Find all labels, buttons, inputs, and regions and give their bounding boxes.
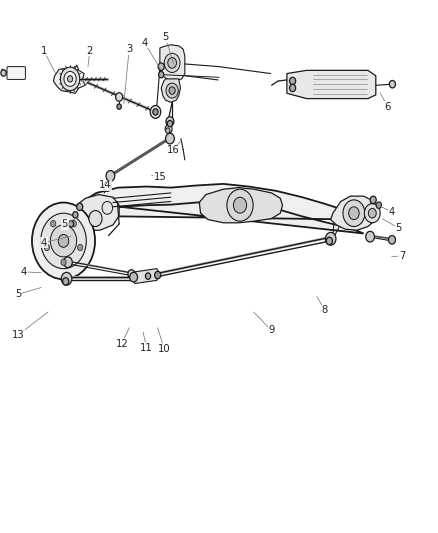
Polygon shape [81,184,364,233]
Circle shape [376,202,381,208]
Circle shape [145,273,151,279]
Text: 12: 12 [115,339,128,349]
Text: 5: 5 [396,223,402,233]
Circle shape [165,125,172,133]
Polygon shape [161,79,180,102]
Text: 14: 14 [99,181,111,190]
Circle shape [166,83,178,98]
Text: 11: 11 [140,343,153,352]
Circle shape [117,104,121,109]
Circle shape [71,221,77,227]
Circle shape [67,76,73,82]
Circle shape [167,120,173,127]
Circle shape [63,278,69,285]
Circle shape [164,53,180,72]
Circle shape [1,70,6,76]
Circle shape [168,58,177,68]
Circle shape [153,109,158,115]
Polygon shape [68,195,119,230]
Circle shape [290,77,296,85]
Circle shape [364,204,380,223]
Text: 10: 10 [158,344,170,354]
Text: 9: 9 [268,326,275,335]
Circle shape [150,106,161,118]
Text: 5: 5 [15,289,21,299]
Circle shape [102,201,113,214]
Text: 7: 7 [399,251,405,261]
Polygon shape [331,196,378,230]
Circle shape [89,211,102,227]
Text: 15: 15 [153,172,166,182]
Polygon shape [133,269,159,284]
Circle shape [64,71,76,86]
Circle shape [58,235,69,247]
Circle shape [166,133,174,144]
Circle shape [78,244,83,251]
Circle shape [73,212,78,218]
FancyBboxPatch shape [7,67,25,79]
Circle shape [366,231,374,242]
Circle shape [50,225,77,257]
Text: 16: 16 [166,146,180,155]
Circle shape [368,208,376,218]
Polygon shape [53,65,85,93]
Circle shape [116,93,123,101]
Polygon shape [287,70,376,99]
Text: 13: 13 [12,330,25,340]
Text: 4: 4 [41,238,47,247]
Circle shape [68,221,74,227]
Text: 4: 4 [21,267,27,277]
Circle shape [103,182,111,191]
Circle shape [61,272,72,285]
Circle shape [166,117,174,126]
Circle shape [169,87,175,94]
Circle shape [128,270,135,278]
Circle shape [166,128,170,133]
Polygon shape [160,45,185,81]
Circle shape [77,203,83,211]
Text: 1: 1 [41,46,47,55]
Text: 4: 4 [141,38,148,47]
Text: 5: 5 [62,219,68,229]
Circle shape [349,207,359,220]
Text: 6: 6 [385,102,391,111]
Circle shape [290,84,296,92]
Text: 8: 8 [322,305,328,315]
Circle shape [233,197,247,213]
Circle shape [64,257,72,268]
Circle shape [325,232,336,245]
Text: 3: 3 [126,44,132,54]
Circle shape [389,80,396,88]
Circle shape [32,203,95,279]
Circle shape [44,244,49,251]
Circle shape [155,271,161,279]
Circle shape [50,221,56,227]
Circle shape [60,67,80,91]
Text: 2: 2 [87,46,93,55]
Text: 5: 5 [162,33,169,42]
Text: 4: 4 [389,207,395,217]
Circle shape [61,259,66,265]
Circle shape [41,213,86,269]
Polygon shape [199,188,283,223]
Circle shape [389,236,396,244]
Circle shape [370,196,376,204]
Circle shape [106,171,115,181]
Circle shape [158,63,164,70]
Circle shape [326,237,332,245]
Circle shape [130,272,138,282]
Circle shape [227,189,253,221]
Circle shape [343,200,365,227]
Circle shape [159,71,164,78]
